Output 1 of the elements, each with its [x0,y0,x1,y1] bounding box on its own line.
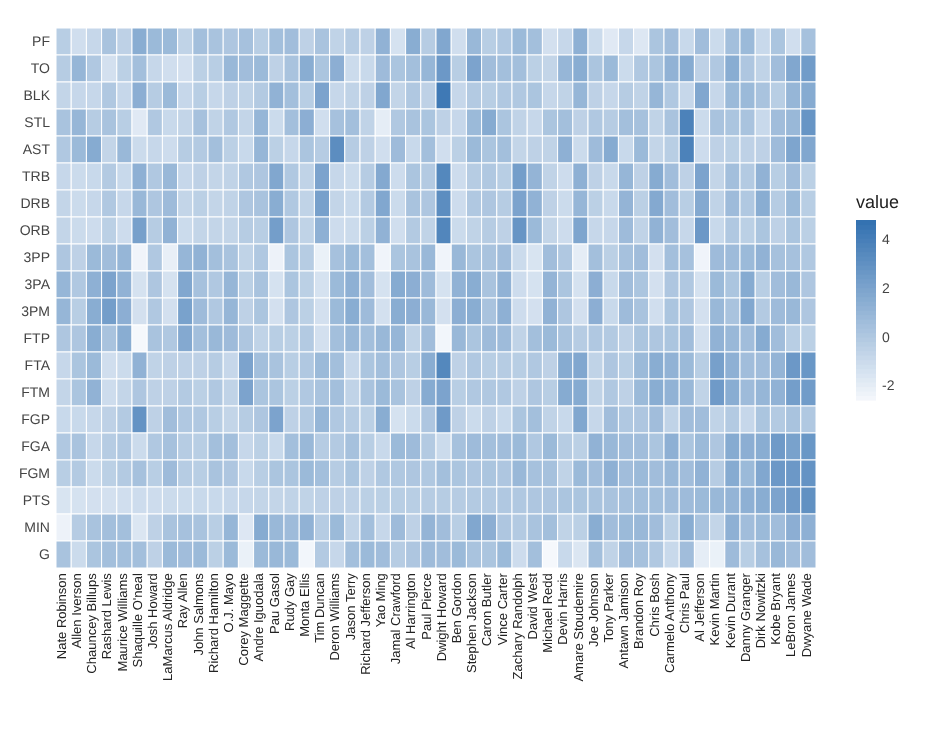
color-bar-title: value [856,192,900,212]
